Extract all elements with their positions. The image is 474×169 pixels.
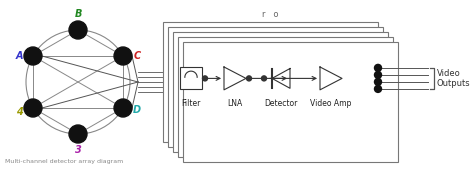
Circle shape (114, 99, 132, 117)
Text: 4: 4 (16, 107, 22, 117)
Polygon shape (320, 67, 342, 90)
Text: Filter: Filter (182, 99, 201, 108)
Circle shape (69, 21, 87, 39)
Circle shape (374, 78, 382, 85)
Circle shape (262, 76, 266, 81)
Bar (163, 22, 378, 142)
Bar (173, 32, 388, 152)
Text: Video
Outputs: Video Outputs (437, 69, 471, 88)
Circle shape (24, 47, 42, 65)
Circle shape (202, 76, 208, 81)
Bar (168, 27, 383, 147)
Text: Multi-channel detector array diagram: Multi-channel detector array diagram (5, 159, 123, 164)
Circle shape (374, 71, 382, 78)
Polygon shape (224, 67, 246, 90)
Text: r   o: r o (262, 10, 279, 19)
Text: B: B (74, 9, 82, 19)
Circle shape (69, 125, 87, 143)
Bar (180, 67, 202, 89)
Text: Video Amp: Video Amp (310, 99, 352, 108)
Text: C: C (134, 51, 141, 61)
Bar (178, 37, 393, 157)
Circle shape (114, 47, 132, 65)
Text: Detector: Detector (264, 99, 298, 108)
Bar (183, 42, 398, 162)
Circle shape (374, 64, 382, 71)
Text: D: D (133, 105, 141, 115)
Circle shape (24, 99, 42, 117)
Circle shape (374, 85, 382, 92)
Circle shape (246, 76, 252, 81)
Text: 3: 3 (74, 145, 82, 155)
Polygon shape (272, 68, 290, 88)
Text: LNA: LNA (228, 99, 243, 108)
Text: A: A (15, 51, 23, 61)
